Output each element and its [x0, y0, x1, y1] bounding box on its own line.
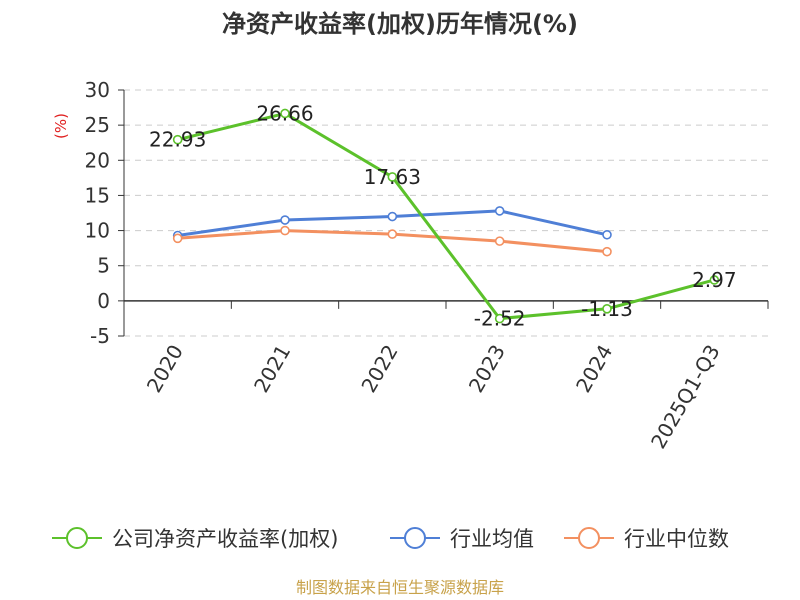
data-point — [494, 236, 505, 246]
data-label: -1.13 — [581, 297, 633, 321]
source-note: 制图数据来自恒生聚源数据库 — [296, 578, 504, 597]
data-point — [280, 215, 290, 225]
data-label: 17.63 — [364, 165, 421, 189]
data-point — [709, 275, 720, 285]
y-tick-label: 5 — [97, 254, 110, 278]
series-line — [177, 111, 715, 321]
x-tick-label: 2021 — [249, 341, 295, 397]
y-tick-label: 15 — [85, 183, 110, 207]
legend-item: 公司净资产收益率(加权) — [52, 527, 338, 551]
y-axis-label: (%) — [52, 113, 70, 139]
series-2 — [172, 225, 612, 257]
data-label: 26.66 — [256, 101, 313, 125]
x-tick-label: 2024 — [571, 341, 617, 397]
series-0 — [172, 108, 720, 324]
x-tick-label: 2025Q1-Q3 — [646, 341, 725, 453]
data-point — [280, 225, 290, 236]
y-tick-label: 10 — [85, 219, 110, 243]
x-tick-label: 2023 — [464, 340, 510, 396]
x-tick-label: 2020 — [142, 341, 188, 397]
data-point — [602, 229, 612, 240]
y-tick-label: 25 — [85, 113, 110, 137]
legend-label: 行业均值 — [450, 527, 534, 551]
y-tick-label: 20 — [85, 148, 110, 172]
data-point — [172, 233, 183, 244]
grid-lines — [124, 89, 768, 337]
legend-label: 行业中位数 — [624, 527, 729, 551]
legend: 公司净资产收益率(加权) 行业均值 行业中位数 — [52, 527, 729, 551]
data-point — [494, 206, 505, 216]
data-label: -2.52 — [474, 307, 526, 331]
legend-item: 行业均值 — [390, 527, 534, 551]
data-label: 22.93 — [149, 128, 206, 152]
legend-marker — [578, 527, 600, 549]
data-labels: 22.93 26.66 17.63 -2.52 -1.13 2.97 — [149, 101, 737, 330]
legend-marker — [66, 527, 88, 549]
legend-item: 行业中位数 — [564, 527, 729, 551]
legend-label: 公司净资产收益率(加权) — [112, 527, 338, 551]
x-tick-label: 2022 — [356, 341, 402, 397]
x-tick-labels: 2020 2021 2022 2023 2024 2025Q1-Q3 — [142, 340, 725, 452]
y-tick-label: 30 — [85, 78, 110, 102]
data-label: 2.97 — [692, 268, 737, 292]
chart-title: 净资产收益率(加权)历年情况(%) — [222, 10, 578, 38]
data-point — [387, 172, 398, 182]
data-point — [494, 313, 505, 324]
data-point — [387, 211, 398, 222]
data-point — [602, 246, 612, 257]
y-tick-labels: 30 25 20 15 10 5 0 -5 — [85, 78, 110, 348]
data-point — [387, 229, 398, 239]
series-lines — [172, 108, 720, 324]
legend-marker — [404, 527, 426, 549]
y-tick-label: 0 — [97, 289, 110, 313]
y-tick-label: -5 — [90, 324, 110, 348]
data-point — [172, 134, 183, 145]
data-point — [602, 303, 612, 314]
axes — [118, 89, 769, 337]
data-point — [280, 108, 290, 119]
